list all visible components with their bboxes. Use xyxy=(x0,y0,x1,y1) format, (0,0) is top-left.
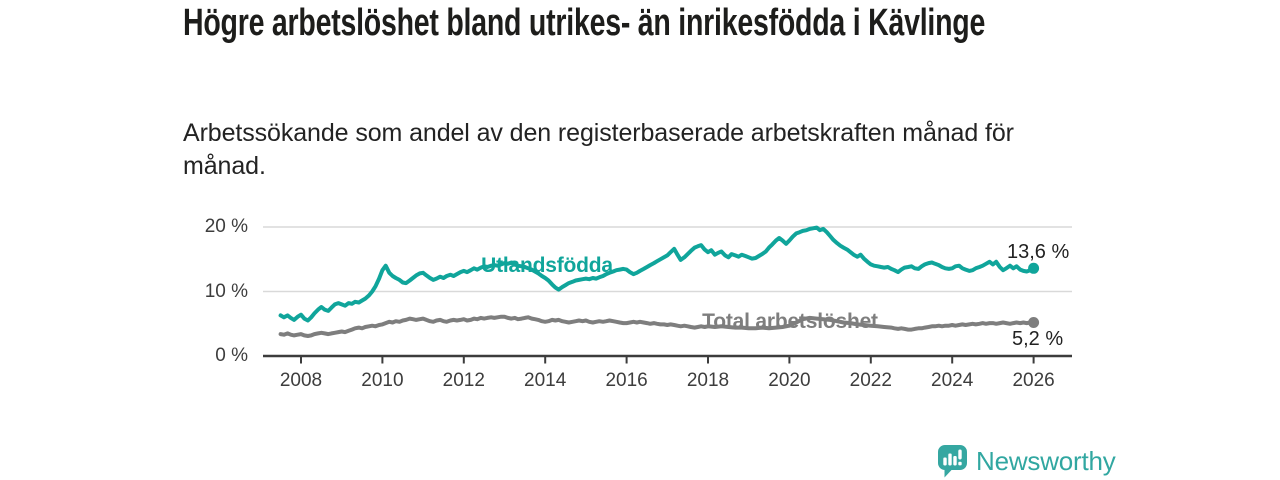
x-axis-tick-label: 2018 xyxy=(686,370,730,391)
y-axis-tick-label: 20 % xyxy=(204,216,248,237)
x-axis-ticks xyxy=(300,356,1035,364)
x-axis-tick-label: 2024 xyxy=(931,370,974,391)
x-axis-tick-label: 2010 xyxy=(361,370,404,391)
newsworthy-chart-bubble-icon xyxy=(938,445,967,478)
total-arbetsloshet-end-dot xyxy=(1028,317,1040,328)
x-axis-tick-label: 2020 xyxy=(768,370,811,391)
x-axis-tick-label: 2014 xyxy=(524,370,567,391)
x-axis-tick-label: 2008 xyxy=(279,370,323,391)
end-value-label-utlandsfodda: 13,6 % xyxy=(1007,241,1070,263)
y-axis-tick-label: 10 % xyxy=(204,280,248,302)
y-axis-tick-label: 0 % xyxy=(215,345,248,366)
newsworthy-wordmark: Newsworthy xyxy=(976,446,1116,476)
x-axis-tick-label: 2012 xyxy=(442,370,485,391)
x-axis-tick-label: 2016 xyxy=(605,370,648,391)
gridlines xyxy=(263,226,1072,293)
end-value-label-total-arbetsloshet: 5,2 % xyxy=(1012,328,1064,350)
series-label-total-arbetsloshet: Total arbetslöshet xyxy=(702,310,878,333)
newsworthy-logo: Newsworthy xyxy=(938,445,1116,478)
page-title: Högre arbetslöshet bland utrikes- än inr… xyxy=(183,2,986,44)
page-subtitle: Arbetssökande som andel av den registerb… xyxy=(183,119,1014,180)
total-arbetsloshet-line xyxy=(278,314,1036,338)
x-axis-tick-label: 2026 xyxy=(1012,370,1055,391)
x-axis-tick-label: 2022 xyxy=(849,370,892,391)
utlandsfodda-line xyxy=(278,225,1036,323)
utlandsfodda-end-dot xyxy=(1028,262,1040,274)
series-label-utlandsfodda: Utlandsfödda xyxy=(481,254,613,277)
